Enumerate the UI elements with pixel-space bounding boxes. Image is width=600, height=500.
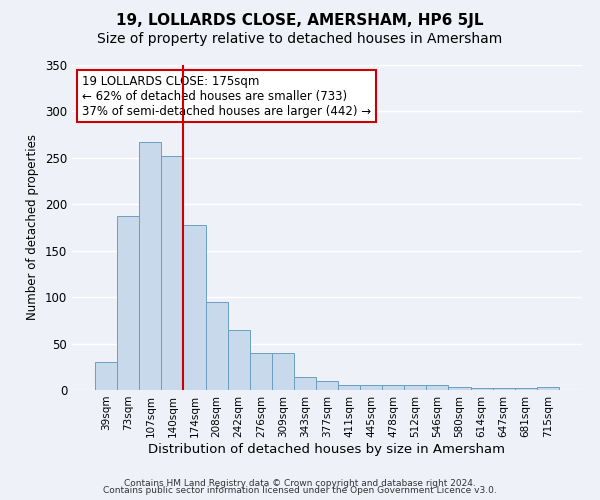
Bar: [294, 377, 316, 390]
Bar: [316, 380, 338, 390]
Text: Contains HM Land Registry data © Crown copyright and database right 2024.: Contains HM Land Registry data © Crown c…: [124, 478, 476, 488]
Bar: [470, 388, 493, 390]
Bar: [117, 216, 139, 390]
Bar: [206, 302, 227, 390]
Bar: [338, 386, 360, 390]
Bar: [427, 386, 448, 390]
Bar: [360, 386, 382, 390]
X-axis label: Distribution of detached houses by size in Amersham: Distribution of detached houses by size …: [149, 442, 505, 456]
Bar: [493, 388, 515, 390]
Text: 19, LOLLARDS CLOSE, AMERSHAM, HP6 5JL: 19, LOLLARDS CLOSE, AMERSHAM, HP6 5JL: [116, 12, 484, 28]
Bar: [95, 362, 117, 390]
Bar: [404, 386, 427, 390]
Bar: [184, 224, 206, 390]
Bar: [161, 156, 184, 390]
Bar: [250, 353, 272, 390]
Text: 19 LOLLARDS CLOSE: 175sqm
← 62% of detached houses are smaller (733)
37% of semi: 19 LOLLARDS CLOSE: 175sqm ← 62% of detac…: [82, 74, 371, 118]
Bar: [537, 387, 559, 390]
Bar: [227, 330, 250, 390]
Bar: [515, 388, 537, 390]
Bar: [139, 142, 161, 390]
Bar: [272, 353, 294, 390]
Y-axis label: Number of detached properties: Number of detached properties: [26, 134, 40, 320]
Text: Contains public sector information licensed under the Open Government Licence v3: Contains public sector information licen…: [103, 486, 497, 495]
Bar: [382, 386, 404, 390]
Bar: [448, 387, 470, 390]
Text: Size of property relative to detached houses in Amersham: Size of property relative to detached ho…: [97, 32, 503, 46]
